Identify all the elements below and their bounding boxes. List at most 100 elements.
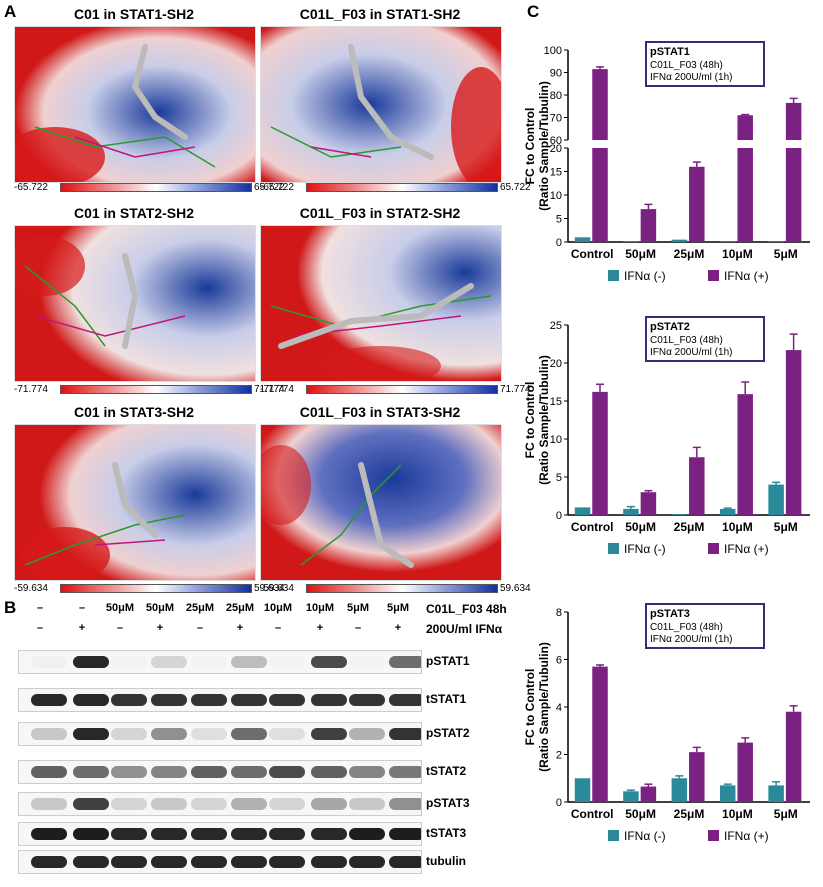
bar-IFNα (-)-25μM (672, 240, 687, 242)
bar-IFNα (-)-5μM (768, 485, 783, 515)
bar-IFNα (+)-5μM (786, 103, 801, 140)
wb-row-tSTAT2 (18, 760, 422, 784)
band-tSTAT2-5 (231, 766, 267, 778)
band-pSTAT2-5 (231, 728, 267, 740)
y-tick-label-2: 4 (556, 702, 562, 714)
scale-min-2: -65.722 (260, 182, 294, 193)
bar-IFNα (-)-10μM (720, 509, 735, 515)
inset-title: pSTAT2 (650, 321, 690, 333)
bar-IFNα (+)-25μM (689, 167, 704, 242)
band-pSTAT3-7 (311, 798, 347, 810)
panel-letter-b: B (4, 598, 16, 618)
inset-line-0: C01L_F03 (48h) (650, 60, 723, 71)
band-pSTAT3-6 (269, 798, 305, 810)
legend-label-1: IFNα (+) (724, 542, 769, 556)
legend-swatch-1 (708, 270, 719, 281)
wb-treatment-3: 50μM (142, 602, 178, 614)
band-pSTAT1-5 (231, 656, 267, 668)
x-tick-label-0: Control (571, 807, 614, 821)
dock-title-5: C01 in STAT3-SH2 (14, 404, 254, 420)
docking-image-5 (14, 424, 256, 581)
wb-row-label-pSTAT1: pSTAT1 (426, 654, 470, 668)
band-tSTAT3-5 (231, 828, 267, 840)
band-pSTAT1-1 (73, 656, 109, 668)
band-tSTAT2-6 (269, 766, 305, 778)
band-pSTAT1-4 (191, 656, 227, 668)
y-tick-label-9: 100 (544, 45, 562, 57)
wb-ifn-2: – (102, 622, 138, 634)
band-tSTAT3-2 (111, 828, 147, 840)
band-tSTAT1-0 (31, 694, 67, 706)
band-tSTAT3-4 (191, 828, 227, 840)
band-tSTAT3-1 (73, 828, 109, 840)
axis-break-gap (569, 140, 811, 148)
wb-row-tubulin (18, 850, 422, 874)
y-tick-label-4: 8 (556, 607, 562, 619)
legend-label-0: IFNα (-) (624, 269, 666, 283)
y-tick-label-1: 5 (556, 214, 562, 226)
y-tick-label-5: 60 (550, 135, 562, 147)
bar-IFNα (+)-Control (592, 392, 607, 515)
bar-IFNα (-)-Control (575, 507, 590, 515)
color-scale-5 (60, 584, 252, 593)
bar-IFNα (+)-Control (592, 667, 607, 802)
band-tSTAT3-7 (311, 828, 347, 840)
wb-row-label-tSTAT3: tSTAT3 (426, 826, 466, 840)
wb-row-pSTAT3 (18, 792, 422, 816)
bar-IFNα (+)-5μM (786, 712, 801, 802)
scale-min-6: -59.634 (260, 583, 294, 594)
band-tSTAT3-6 (269, 828, 305, 840)
band-tSTAT1-9 (389, 694, 422, 706)
band-tubulin-2 (111, 856, 147, 868)
inset-title: pSTAT3 (650, 608, 690, 620)
scale-min-4: -71.774 (260, 384, 294, 395)
inset-line-0: C01L_F03 (48h) (650, 622, 723, 633)
y-axis-label-2: (Ratio Sample/Tubulin) (537, 81, 551, 211)
dock-title-6: C01L_F03 in STAT3-SH2 (260, 404, 500, 420)
band-pSTAT3-0 (31, 798, 67, 810)
scale-min-1: -65.722 (14, 182, 48, 193)
bar-IFNα (+)-25μM (689, 457, 704, 515)
color-scale-4 (306, 385, 498, 394)
x-tick-label-0: Control (571, 247, 614, 261)
band-tSTAT2-1 (73, 766, 109, 778)
y-axis-label: FC to Control (523, 669, 537, 746)
wb-ifn-5: + (222, 622, 258, 634)
docking-image-4 (260, 225, 502, 382)
band-pSTAT2-9 (389, 728, 422, 740)
band-tSTAT1-5 (231, 694, 267, 706)
band-tSTAT1-3 (151, 694, 187, 706)
docking-image-2 (260, 26, 502, 183)
wb-treatment-6: 10μM (260, 602, 296, 614)
color-scale-1 (60, 183, 252, 192)
y-tick-label-3: 15 (550, 396, 562, 408)
x-tick-label-1: 50μM (625, 520, 656, 534)
y-tick-label-8: 90 (550, 68, 562, 80)
bar-IFNα (+)-5μM-lower (786, 148, 801, 242)
band-pSTAT3-8 (349, 798, 385, 810)
band-tubulin-5 (231, 856, 267, 868)
band-pSTAT2-7 (311, 728, 347, 740)
bar-IFNα (+)-Control (592, 69, 607, 140)
docking-image-6 (260, 424, 502, 581)
wb-row-pSTAT1 (18, 650, 422, 674)
bar-IFNα (-)-10μM (720, 241, 735, 242)
band-tubulin-9 (389, 856, 422, 868)
band-pSTAT1-2 (111, 656, 147, 668)
wb-row-pSTAT2 (18, 722, 422, 746)
y-tick-label-6: 70 (550, 113, 562, 125)
band-tSTAT1-2 (111, 694, 147, 706)
wb-treatment-8: 5μM (340, 602, 376, 614)
scale-min-5: -59.634 (14, 583, 48, 594)
band-tubulin-8 (349, 856, 385, 868)
band-tSTAT3-3 (151, 828, 187, 840)
band-pSTAT2-8 (349, 728, 385, 740)
band-pSTAT2-1 (73, 728, 109, 740)
bar-IFNα (+)-5μM (786, 350, 801, 515)
wb-ifn-4: – (182, 622, 218, 634)
band-pSTAT3-1 (73, 798, 109, 810)
